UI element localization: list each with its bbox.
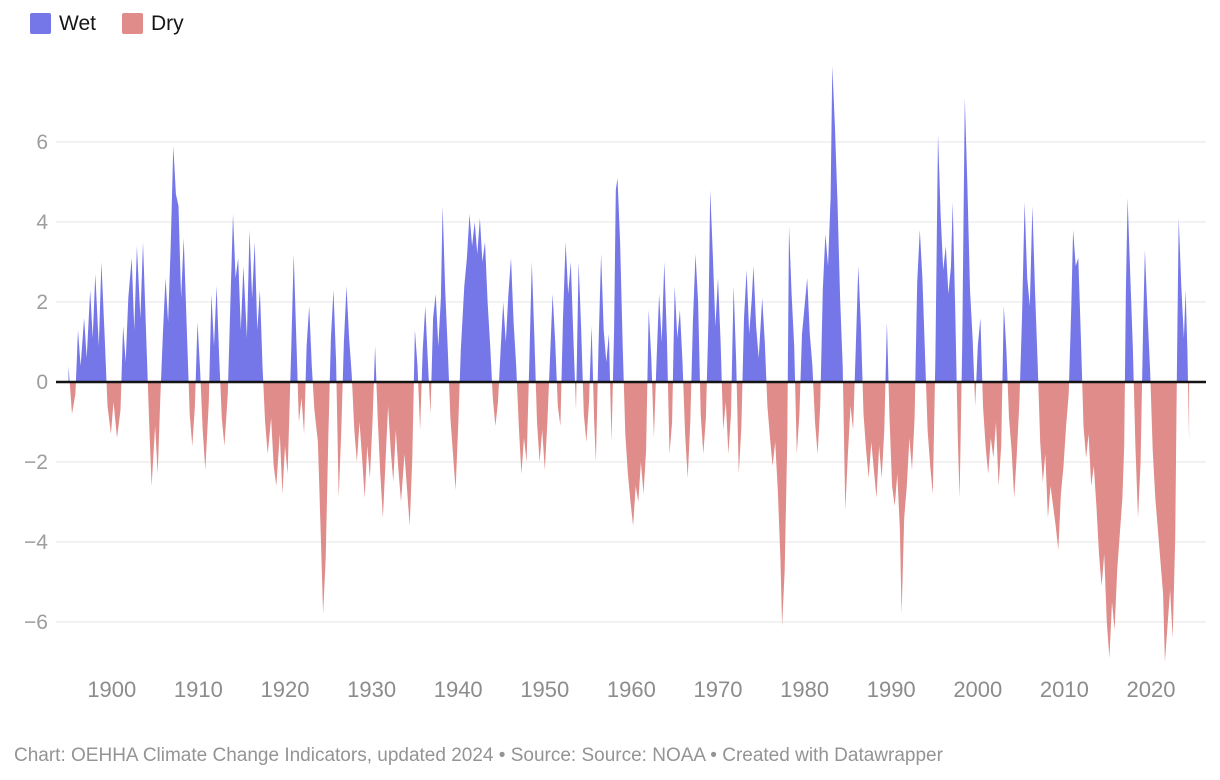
x-tick-label-1920: 1920 [261, 677, 310, 702]
x-tick-label-1910: 1910 [174, 677, 223, 702]
legend-swatch-dry [121, 13, 143, 34]
y-tick-label-2: 2 [36, 291, 48, 314]
y-tick-label--2: −2 [24, 451, 48, 474]
legend-swatch-wet [30, 13, 51, 34]
x-tick-label-1950: 1950 [520, 677, 569, 702]
y-tick-label--6: −6 [24, 611, 48, 634]
x-tick-label-1930: 1930 [347, 677, 396, 702]
dry-area-series [68, 382, 1190, 662]
y-tick-label-4: 4 [36, 211, 48, 234]
y-tick-label-6: 6 [36, 131, 48, 154]
x-tick-label-2020: 2020 [1127, 677, 1176, 702]
legend-item-dry: Dry [121, 12, 184, 35]
legend-item-wet: Wet [30, 13, 96, 34]
x-tick-label-1970: 1970 [694, 677, 743, 702]
x-tick-label-1900: 1900 [87, 677, 136, 702]
x-tick-label-1940: 1940 [434, 677, 483, 702]
x-tick-label-2010: 2010 [1040, 677, 1089, 702]
y-tick-label--4: −4 [24, 531, 48, 554]
legend-label: Dry [150, 12, 184, 35]
x-tick-label-1980: 1980 [780, 677, 829, 702]
x-tick-label-2000: 2000 [953, 677, 1002, 702]
legend: Wet Dry [30, 13, 184, 34]
chart-footer: Chart: OEHHA Climate Change Indicators, … [14, 745, 943, 766]
x-tick-label-1960: 1960 [607, 677, 656, 702]
x-tick-label-1990: 1990 [867, 677, 916, 702]
legend-label: Wet [59, 12, 96, 35]
wet-area-series [68, 66, 1190, 382]
y-tick-label-0: 0 [36, 371, 48, 394]
